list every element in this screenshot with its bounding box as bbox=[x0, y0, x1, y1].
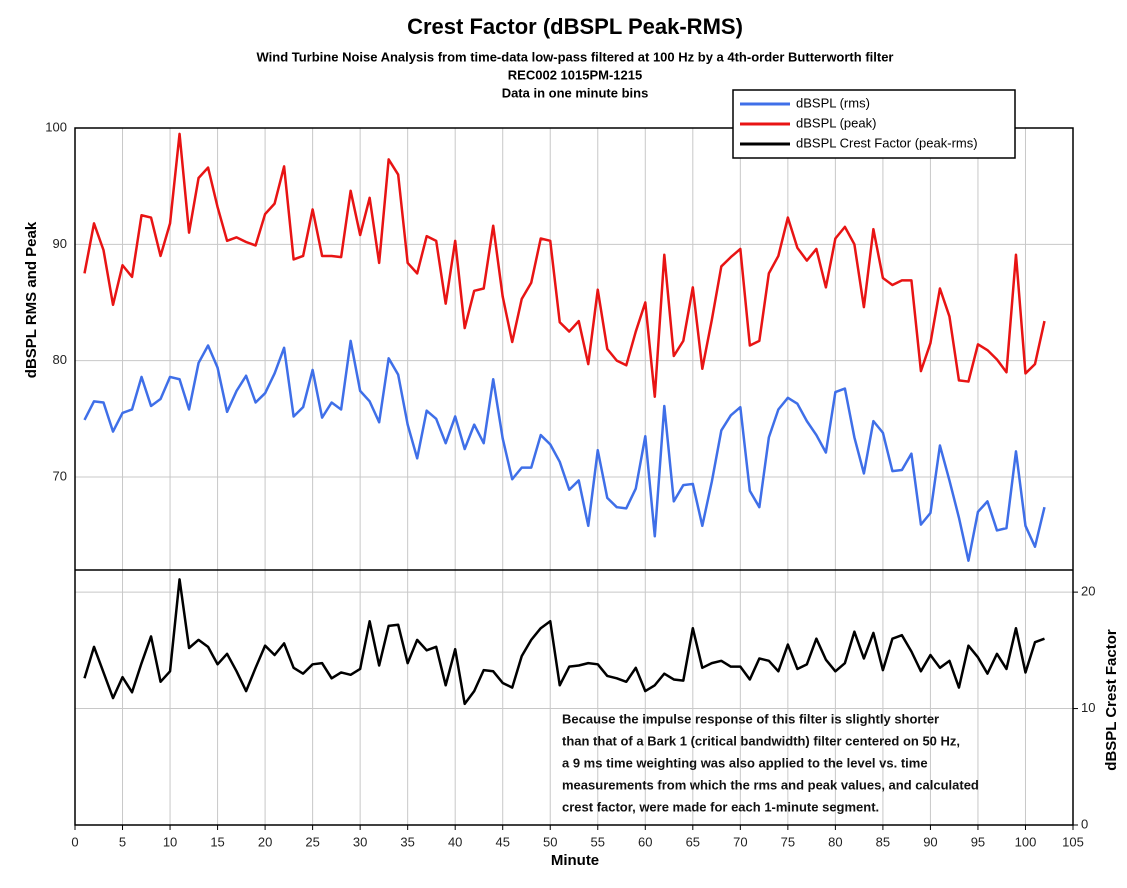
x-tick-label: 10 bbox=[163, 834, 177, 849]
plot-frame bbox=[74, 127, 1074, 826]
series-line bbox=[83, 132, 1046, 398]
series-line bbox=[83, 578, 1045, 706]
chart-subtitle: REC002 1015PM-1215 bbox=[508, 67, 642, 82]
annotation: a 9 ms time weighting was also applied t… bbox=[562, 755, 928, 770]
y-axis-label: dBSPL RMS and Peak bbox=[23, 221, 40, 378]
grid: 0 5 10 15 20 25 30 35 40 45 50 55 60 65 70 75 80 85 90 95 10… bbox=[45, 119, 1095, 849]
chart-subtitle: Wind Turbine Noise Analysis from time-da… bbox=[257, 49, 894, 64]
x-tick-label: 100 bbox=[1015, 834, 1037, 849]
y-tick-label: 90 bbox=[53, 236, 67, 251]
x-tick-label: 95 bbox=[971, 834, 985, 849]
x-tick-label: 85 bbox=[876, 834, 890, 849]
x-tick-label: 35 bbox=[400, 834, 414, 849]
x-tick-label: 80 bbox=[828, 834, 842, 849]
y-tick-label: 70 bbox=[53, 468, 67, 483]
y2-axis-label: dBSPL Crest Factor bbox=[1103, 629, 1120, 771]
x-tick-label: 70 bbox=[733, 834, 747, 849]
x-tick-label: 20 bbox=[258, 834, 272, 849]
x-tick-label: 5 bbox=[119, 834, 126, 849]
series-line bbox=[83, 339, 1046, 562]
legend-label: dBSPL (rms) bbox=[796, 95, 870, 110]
y-tick-label: 80 bbox=[53, 352, 67, 367]
legend: dBSPL (rms) dBSPL (peak) dBSPL Crest Facto… bbox=[732, 89, 1016, 159]
x-tick-label: 105 bbox=[1062, 834, 1084, 849]
x-tick-label: 40 bbox=[448, 834, 462, 849]
annotation: measurements from which the rms and peak… bbox=[562, 777, 979, 792]
legend-label: dBSPL (peak) bbox=[796, 115, 876, 130]
chart-subtitle: Data in one minute bins bbox=[502, 85, 649, 100]
y-tick-label: 100 bbox=[45, 119, 67, 134]
marks bbox=[83, 132, 1046, 706]
x-axis-label: Minute bbox=[551, 852, 599, 869]
x-tick-label: 30 bbox=[353, 834, 367, 849]
annotation: than that of a Bark 1 (critical bandwidt… bbox=[562, 733, 960, 748]
x-tick-label: 55 bbox=[591, 834, 605, 849]
x-tick-label: 65 bbox=[686, 834, 700, 849]
legend-label: dBSPL Crest Factor (peak-rms) bbox=[796, 135, 978, 150]
x-tick-label: 0 bbox=[71, 834, 78, 849]
x-tick-label: 60 bbox=[638, 834, 652, 849]
x-tick-label: 15 bbox=[210, 834, 224, 849]
chart-title: Crest Factor (dBSPL Peak-RMS) bbox=[407, 14, 743, 39]
y2-tick-label: 20 bbox=[1081, 584, 1095, 599]
x-tick-label: 75 bbox=[781, 834, 795, 849]
x-tick-label: 90 bbox=[923, 834, 937, 849]
y2-tick-label: 0 bbox=[1081, 816, 1088, 831]
annotation: crest factor, were made for each 1-minut… bbox=[562, 799, 879, 814]
x-tick-label: 25 bbox=[305, 834, 319, 849]
x-tick-label: 45 bbox=[495, 834, 509, 849]
x-tick-label: 50 bbox=[543, 834, 557, 849]
y2-tick-label: 10 bbox=[1081, 700, 1095, 715]
annotation: Because the impulse response of this fil… bbox=[562, 711, 939, 726]
